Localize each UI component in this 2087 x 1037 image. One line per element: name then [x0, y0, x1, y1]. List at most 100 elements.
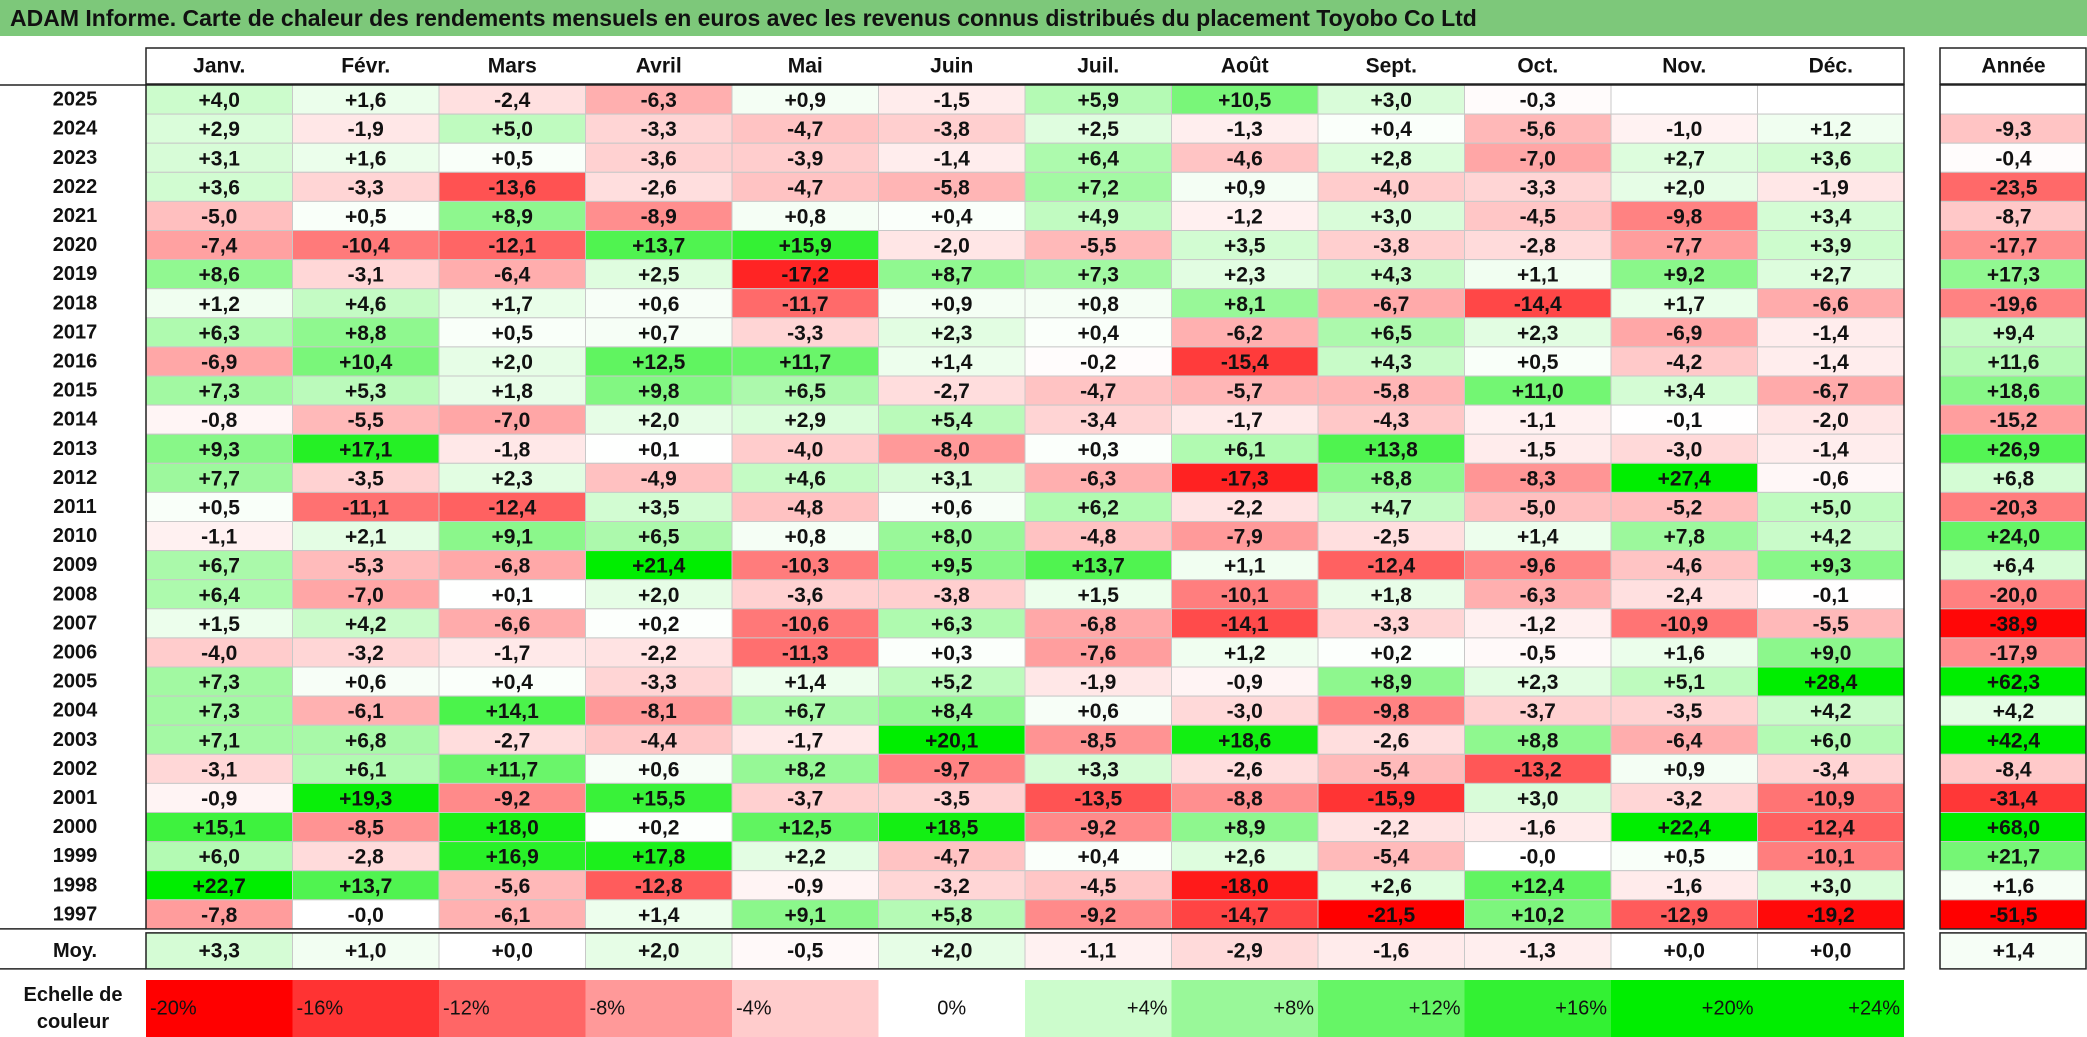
average-cell — [1610, 932, 1758, 970]
cell-value: -18,0 — [1221, 875, 1269, 898]
heatmap-cell — [1171, 142, 1319, 173]
cell-value: +12,5 — [779, 817, 832, 840]
heatmap-cell — [1464, 491, 1612, 522]
scale-step-label: +20% — [1702, 998, 1754, 1020]
annual-value: -31,4 — [1990, 787, 2038, 810]
cell-value: -5,6 — [494, 875, 530, 898]
cell-value: +8,1 — [1224, 293, 1266, 316]
cell-value: -3,3 — [641, 118, 677, 141]
heatmap-cell — [1757, 870, 1905, 901]
year-header-frame — [1939, 47, 2087, 85]
cell-value: +5,2 — [931, 671, 972, 694]
annual-cell — [1939, 462, 2087, 493]
cell-value: -4,7 — [787, 118, 823, 141]
annual-cell — [1939, 550, 2087, 581]
heatmap-cell — [1024, 695, 1172, 726]
cell-value: -1,7 — [787, 729, 823, 752]
cell-value: -17,3 — [1221, 467, 1269, 490]
cell-value: +7,2 — [1078, 176, 1119, 199]
cell-value: -6,8 — [494, 555, 531, 578]
scale-swatch — [1025, 980, 1172, 1037]
heatmap-cell — [1464, 84, 1612, 115]
cell-value: +8,9 — [1224, 817, 1265, 840]
cell-value: -4,0 — [1373, 176, 1409, 199]
cell-value: -11,7 — [782, 293, 829, 316]
heatmap-cell — [1757, 695, 1905, 726]
cell-value: +5,9 — [1078, 89, 1119, 112]
heatmap-cell — [438, 433, 586, 464]
cell-value: -0,5 — [1520, 642, 1557, 665]
cell-value: +8,8 — [1517, 729, 1559, 752]
cell-value: -6,1 — [348, 700, 385, 723]
cell-value: -1,9 — [1813, 176, 1849, 199]
heatmap-cell — [585, 550, 733, 581]
heatmap-cell — [145, 113, 293, 144]
average-value: +0,0 — [492, 939, 533, 962]
cell-value: -3,6 — [787, 584, 823, 607]
heatmap-cell — [1610, 491, 1758, 522]
year-label: 2006 — [53, 641, 98, 663]
cell-value: +1,4 — [1517, 526, 1559, 549]
annual-value: -0,4 — [1995, 147, 2032, 170]
cell-value: -8,8 — [1227, 787, 1264, 810]
cell-value: -7,9 — [1227, 526, 1263, 549]
heatmap-cell — [292, 433, 440, 464]
cell-value: -6,6 — [494, 613, 530, 636]
heatmap-cell — [145, 375, 293, 406]
cell-value: +5,8 — [931, 904, 973, 927]
month-header: Juil. — [1077, 55, 1119, 78]
average-value: +0,0 — [1810, 939, 1851, 962]
heatmap-cell — [438, 346, 586, 377]
heatmap-cell — [1171, 666, 1319, 697]
heatmap-cell — [1171, 404, 1319, 435]
heatmap-cell — [1024, 666, 1172, 697]
heatmap-cell — [731, 812, 879, 843]
cell-value: +4,2 — [1810, 526, 1851, 549]
cell-value: -4,7 — [787, 176, 823, 199]
cell-value: +1,5 — [1078, 584, 1120, 607]
cell-value: -9,7 — [934, 758, 970, 781]
heatmap-cell — [585, 579, 733, 610]
heatmap-cell — [878, 142, 1026, 173]
cell-value: +7,3 — [199, 380, 240, 403]
cell-value: -1,5 — [1520, 438, 1557, 461]
heatmap-cell — [585, 404, 733, 435]
cell-value: -2,8 — [348, 846, 385, 869]
cell-value: +2,3 — [1517, 671, 1558, 694]
cell-value: -3,2 — [348, 642, 384, 665]
annual-value: +26,9 — [1987, 438, 2040, 461]
cell-value: -8,0 — [934, 438, 970, 461]
heatmap-cell — [878, 113, 1026, 144]
cell-value: +12,5 — [632, 351, 685, 374]
cell-value: +16,9 — [486, 846, 539, 869]
cell-value: -4,0 — [787, 438, 823, 461]
heatmap-cell — [585, 84, 733, 115]
cell-value: -0,2 — [1080, 351, 1116, 374]
heatmap-cell — [1317, 142, 1465, 173]
cell-value: +0,9 — [1224, 176, 1265, 199]
heatmap-cell — [1317, 870, 1465, 901]
cell-value: +0,6 — [1078, 700, 1119, 723]
heatmap-cell — [585, 171, 733, 202]
heatmap-cell — [438, 375, 586, 406]
heatmap-cell — [878, 870, 1026, 901]
cell-value: -4,3 — [1373, 409, 1409, 432]
heatmap-cell — [1610, 404, 1758, 435]
cell-value: +11,7 — [779, 351, 831, 374]
cell-value: +6,8 — [345, 729, 387, 752]
heatmap-cell — [438, 142, 586, 173]
cell-value: +2,6 — [1371, 875, 1412, 898]
cell-value: -3,5 — [934, 787, 971, 810]
scale-swatch — [1464, 980, 1611, 1037]
cell-value: +0,2 — [638, 817, 679, 840]
heatmap-cell — [585, 841, 733, 872]
heatmap-cell — [1757, 637, 1905, 668]
cell-value: -11,1 — [342, 496, 389, 519]
cell-value: -1,5 — [934, 89, 971, 112]
annual-value: +4,2 — [1993, 700, 2034, 723]
cell-value: -3,0 — [1666, 438, 1702, 461]
heatmap-cell — [1024, 142, 1172, 173]
cell-value: +6,2 — [1078, 496, 1119, 519]
heatmap-cell — [1757, 259, 1905, 290]
